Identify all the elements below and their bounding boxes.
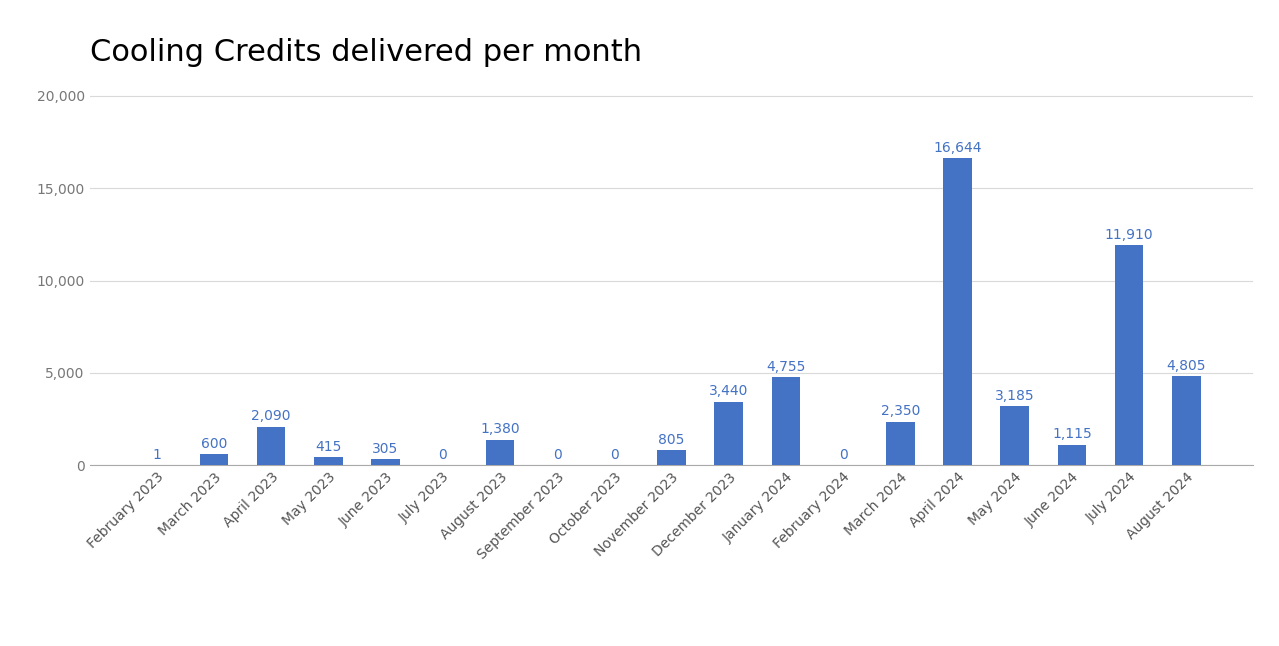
- Bar: [771, 377, 801, 465]
- Text: 415: 415: [315, 440, 341, 454]
- Bar: [1058, 444, 1086, 465]
- Bar: [886, 422, 914, 465]
- Bar: [1000, 406, 1028, 465]
- Text: 0: 0: [610, 448, 619, 462]
- Text: 1,380: 1,380: [480, 422, 519, 436]
- Text: 3,440: 3,440: [709, 384, 748, 399]
- Text: 0: 0: [439, 448, 448, 462]
- Text: 3,185: 3,185: [995, 389, 1035, 403]
- Text: 1,115: 1,115: [1051, 427, 1092, 441]
- Bar: [1115, 245, 1143, 465]
- Bar: [657, 450, 686, 465]
- Bar: [486, 440, 514, 465]
- Text: 4,805: 4,805: [1166, 359, 1206, 373]
- Bar: [715, 402, 743, 465]
- Text: 4,755: 4,755: [766, 360, 806, 374]
- Text: 805: 805: [659, 433, 684, 447]
- Text: 2,090: 2,090: [252, 409, 290, 423]
- Text: 600: 600: [201, 437, 228, 451]
- Bar: [1172, 377, 1201, 465]
- Text: 11,910: 11,910: [1105, 228, 1154, 242]
- Bar: [200, 454, 228, 465]
- Bar: [257, 426, 285, 465]
- Text: Cooling Credits delivered per month: Cooling Credits delivered per month: [90, 38, 642, 67]
- Bar: [315, 457, 343, 465]
- Text: 0: 0: [553, 448, 561, 462]
- Text: 0: 0: [839, 448, 848, 462]
- Text: 2,350: 2,350: [880, 404, 920, 419]
- Text: 16,644: 16,644: [934, 141, 982, 154]
- Bar: [943, 158, 972, 465]
- Bar: [371, 459, 400, 465]
- Text: 305: 305: [372, 442, 399, 456]
- Text: 1: 1: [152, 448, 161, 462]
